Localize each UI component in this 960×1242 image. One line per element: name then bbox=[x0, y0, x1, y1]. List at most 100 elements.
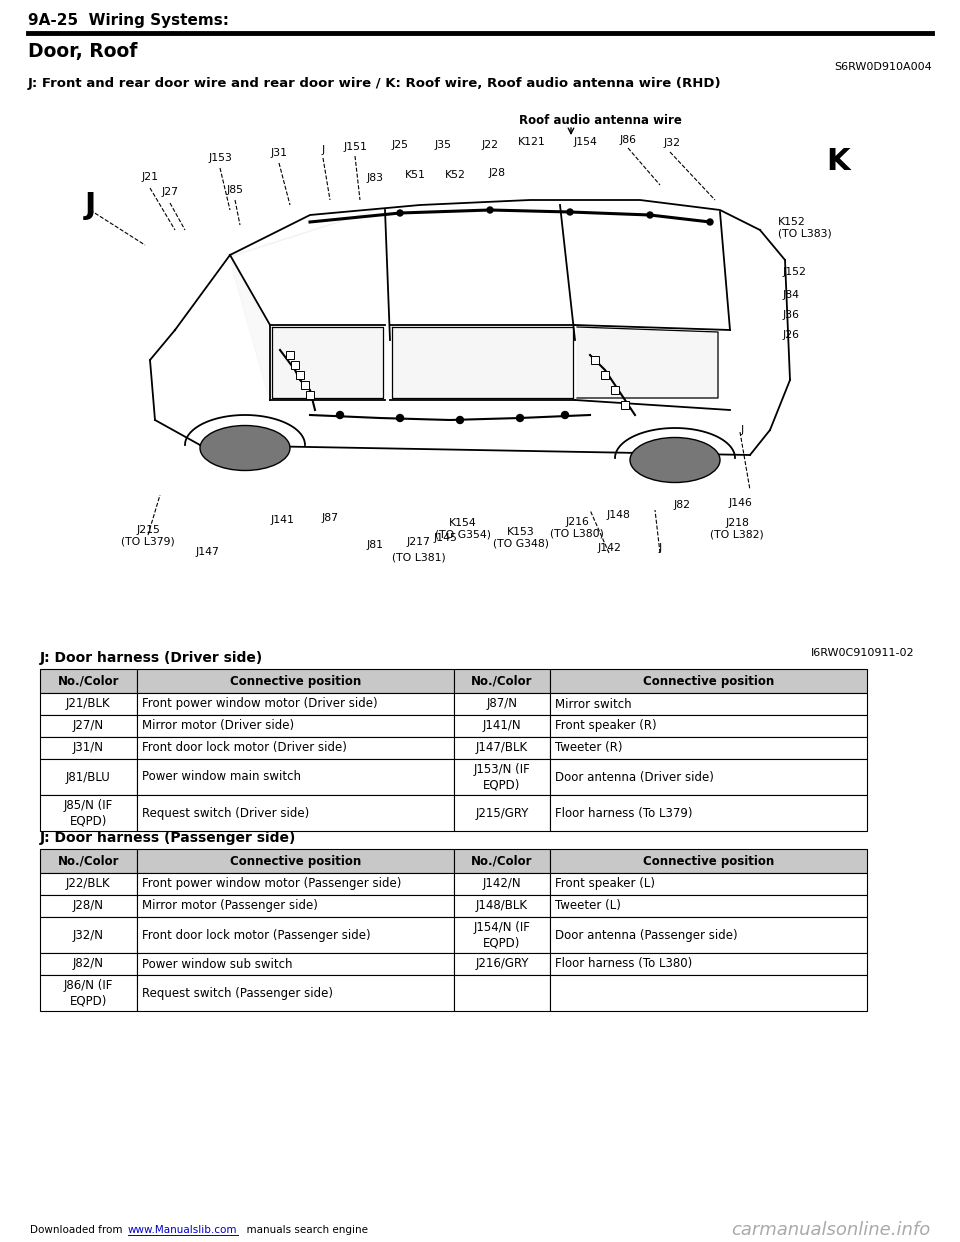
Bar bbox=[40, 795, 137, 831]
Text: J86/N (IF
EQPD): J86/N (IF EQPD) bbox=[63, 979, 113, 1007]
Text: Connective position: Connective position bbox=[643, 674, 775, 688]
Bar bbox=[301, 381, 309, 389]
Bar bbox=[137, 737, 454, 759]
Bar bbox=[137, 759, 454, 795]
Bar bbox=[550, 693, 867, 715]
Bar bbox=[550, 975, 867, 1011]
Text: Roof audio antenna wire: Roof audio antenna wire bbox=[518, 113, 682, 127]
Text: J: Door harness (Driver side): J: Door harness (Driver side) bbox=[40, 651, 263, 664]
Bar bbox=[611, 386, 619, 394]
Text: K152
(TO L383): K152 (TO L383) bbox=[778, 217, 831, 238]
Text: J81: J81 bbox=[367, 540, 383, 550]
Bar bbox=[40, 975, 137, 1011]
Polygon shape bbox=[232, 207, 382, 256]
Text: Connective position: Connective position bbox=[229, 854, 361, 867]
Text: J31/N: J31/N bbox=[73, 741, 104, 754]
Text: Front power window motor (Passenger side): Front power window motor (Passenger side… bbox=[142, 878, 401, 891]
Text: J148: J148 bbox=[606, 510, 630, 520]
Text: J216
(TO L380): J216 (TO L380) bbox=[550, 517, 604, 539]
Bar bbox=[454, 895, 550, 917]
Text: (TO L381): (TO L381) bbox=[392, 553, 445, 563]
Text: J146: J146 bbox=[728, 498, 752, 508]
Bar bbox=[550, 795, 867, 831]
Text: J83: J83 bbox=[367, 173, 383, 183]
Bar bbox=[137, 693, 454, 715]
Bar bbox=[137, 873, 454, 895]
Bar bbox=[601, 371, 609, 379]
Text: J27: J27 bbox=[161, 188, 179, 197]
Circle shape bbox=[457, 416, 464, 424]
Text: J: J bbox=[659, 543, 661, 553]
Bar bbox=[137, 895, 454, 917]
Text: Door, Roof: Door, Roof bbox=[28, 42, 137, 62]
Text: J22: J22 bbox=[482, 140, 498, 150]
Text: J21: J21 bbox=[141, 171, 158, 183]
Bar bbox=[454, 737, 550, 759]
Text: J151: J151 bbox=[343, 142, 367, 152]
Polygon shape bbox=[232, 258, 268, 395]
Circle shape bbox=[707, 219, 713, 225]
Text: J147: J147 bbox=[195, 546, 219, 556]
Text: K153
(TO G348): K153 (TO G348) bbox=[493, 527, 549, 549]
Text: J152: J152 bbox=[783, 267, 806, 277]
Bar bbox=[40, 737, 137, 759]
Bar bbox=[40, 917, 137, 953]
Polygon shape bbox=[272, 327, 383, 397]
Text: J21/BLK: J21/BLK bbox=[66, 698, 110, 710]
Text: J215/GRY: J215/GRY bbox=[475, 806, 529, 820]
Text: J148/BLK: J148/BLK bbox=[476, 899, 528, 913]
Text: Front power window motor (Driver side): Front power window motor (Driver side) bbox=[142, 698, 377, 710]
Text: J154: J154 bbox=[573, 137, 597, 147]
Text: K51: K51 bbox=[404, 170, 425, 180]
Text: J87: J87 bbox=[322, 513, 339, 523]
Text: Front door lock motor (Passenger side): Front door lock motor (Passenger side) bbox=[142, 929, 371, 941]
Text: Front speaker (L): Front speaker (L) bbox=[556, 878, 656, 891]
Text: J25: J25 bbox=[392, 140, 409, 150]
Text: Floor harness (To L380): Floor harness (To L380) bbox=[556, 958, 693, 970]
Text: J142/N: J142/N bbox=[483, 878, 521, 891]
Text: J32: J32 bbox=[663, 138, 681, 148]
Text: J84: J84 bbox=[783, 289, 800, 301]
Text: No./Color: No./Color bbox=[58, 674, 119, 688]
Bar bbox=[550, 669, 867, 693]
Text: J87/N: J87/N bbox=[487, 698, 517, 710]
Text: J: J bbox=[740, 425, 743, 435]
Bar bbox=[137, 795, 454, 831]
Bar bbox=[454, 715, 550, 737]
Text: J81/BLU: J81/BLU bbox=[66, 770, 110, 784]
Text: J36: J36 bbox=[783, 310, 800, 320]
Text: K52: K52 bbox=[444, 170, 466, 180]
Text: Floor harness (To L379): Floor harness (To L379) bbox=[556, 806, 693, 820]
Text: carmanualsonline.info: carmanualsonline.info bbox=[731, 1221, 930, 1240]
Bar bbox=[137, 975, 454, 1011]
Text: Downloaded from: Downloaded from bbox=[30, 1225, 126, 1235]
Bar bbox=[137, 850, 454, 873]
Circle shape bbox=[337, 411, 344, 419]
Text: Front door lock motor (Driver side): Front door lock motor (Driver side) bbox=[142, 741, 347, 754]
Bar bbox=[550, 917, 867, 953]
Circle shape bbox=[396, 415, 403, 421]
Bar bbox=[550, 873, 867, 895]
Text: S6RW0D910A004: S6RW0D910A004 bbox=[834, 62, 932, 72]
Circle shape bbox=[487, 207, 493, 212]
Bar bbox=[454, 850, 550, 873]
Text: J216/GRY: J216/GRY bbox=[475, 958, 529, 970]
Text: No./Color: No./Color bbox=[471, 854, 533, 867]
Text: J141: J141 bbox=[270, 515, 294, 525]
Text: J142: J142 bbox=[597, 543, 621, 553]
Bar bbox=[40, 94, 920, 640]
Text: J141/N: J141/N bbox=[483, 719, 521, 733]
Bar bbox=[550, 953, 867, 975]
Text: J28: J28 bbox=[489, 168, 506, 178]
Bar bbox=[40, 759, 137, 795]
Text: J: J bbox=[322, 145, 324, 155]
Bar bbox=[454, 873, 550, 895]
Text: Mirror switch: Mirror switch bbox=[556, 698, 632, 710]
Text: J32/N: J32/N bbox=[73, 929, 104, 941]
Circle shape bbox=[562, 411, 568, 419]
Ellipse shape bbox=[200, 426, 290, 471]
Text: K: K bbox=[827, 148, 850, 176]
Bar bbox=[454, 953, 550, 975]
Bar bbox=[550, 850, 867, 873]
Text: J31: J31 bbox=[271, 148, 287, 158]
